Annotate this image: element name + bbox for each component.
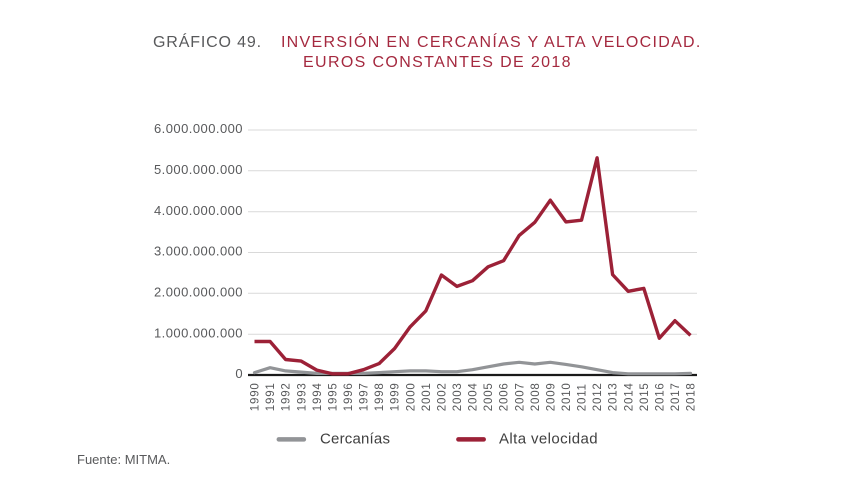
svg-text:1996: 1996 bbox=[343, 382, 355, 411]
svg-text:1997: 1997 bbox=[359, 382, 371, 411]
svg-text:0: 0 bbox=[235, 366, 243, 381]
svg-text:2000: 2000 bbox=[405, 382, 417, 411]
svg-text:1991: 1991 bbox=[265, 382, 277, 411]
svg-text:1995: 1995 bbox=[328, 382, 340, 411]
svg-text:1.000.000.000: 1.000.000.000 bbox=[154, 325, 243, 340]
svg-text:5.000.000.000: 5.000.000.000 bbox=[154, 162, 243, 177]
svg-text:2018: 2018 bbox=[686, 382, 698, 411]
svg-text:1990: 1990 bbox=[250, 382, 262, 411]
svg-text:3.000.000.000: 3.000.000.000 bbox=[154, 244, 243, 259]
svg-text:2017: 2017 bbox=[670, 382, 682, 411]
svg-text:2008: 2008 bbox=[530, 382, 542, 411]
svg-text:2004: 2004 bbox=[468, 382, 480, 411]
svg-text:Alta velocidad: Alta velocidad bbox=[499, 431, 598, 448]
svg-text:2001: 2001 bbox=[421, 382, 433, 411]
svg-text:2006: 2006 bbox=[499, 382, 511, 411]
svg-text:2011: 2011 bbox=[577, 383, 589, 411]
svg-text:2010: 2010 bbox=[561, 382, 573, 411]
svg-text:2005: 2005 bbox=[483, 382, 495, 411]
svg-text:1993: 1993 bbox=[296, 382, 308, 411]
svg-text:2009: 2009 bbox=[545, 382, 557, 411]
svg-text:4.000.000.000: 4.000.000.000 bbox=[154, 203, 243, 218]
svg-text:1992: 1992 bbox=[281, 382, 293, 411]
svg-text:2016: 2016 bbox=[654, 382, 666, 411]
svg-text:2.000.000.000: 2.000.000.000 bbox=[154, 285, 243, 300]
svg-text:2013: 2013 bbox=[608, 382, 620, 411]
svg-text:2012: 2012 bbox=[592, 382, 604, 411]
svg-text:2015: 2015 bbox=[639, 382, 651, 411]
svg-text:2003: 2003 bbox=[452, 382, 464, 411]
svg-text:2014: 2014 bbox=[623, 382, 635, 411]
svg-text:1994: 1994 bbox=[312, 382, 324, 411]
svg-text:1998: 1998 bbox=[374, 382, 386, 411]
svg-text:Cercanías: Cercanías bbox=[320, 431, 390, 448]
svg-text:1999: 1999 bbox=[390, 382, 402, 411]
svg-text:2007: 2007 bbox=[514, 382, 526, 411]
svg-text:6.000.000.000: 6.000.000.000 bbox=[154, 121, 243, 136]
svg-text:2002: 2002 bbox=[437, 382, 449, 411]
